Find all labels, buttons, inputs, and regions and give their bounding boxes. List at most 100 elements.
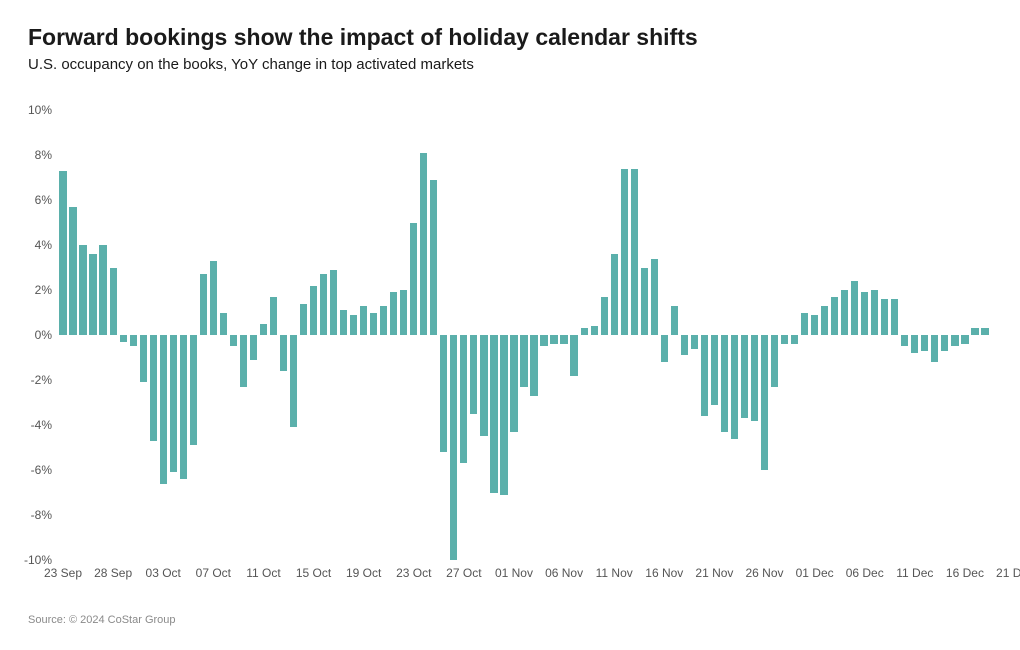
bar (130, 335, 137, 346)
bar (721, 335, 728, 432)
bar (110, 268, 117, 336)
bar (500, 335, 507, 495)
bar (570, 335, 577, 376)
bar (89, 254, 96, 335)
y-axis-tick: 0% (35, 328, 58, 342)
bar (871, 290, 878, 335)
bar (410, 223, 417, 336)
bar (69, 207, 76, 335)
bar (350, 315, 357, 335)
bar (430, 180, 437, 335)
bar (791, 335, 798, 344)
bar (811, 315, 818, 335)
x-axis-tick: 16 Dec (946, 560, 984, 580)
bar (971, 328, 978, 335)
x-axis-tick: 23 Oct (396, 560, 431, 580)
x-axis-tick: 21 Dec (996, 560, 1020, 580)
bar (480, 335, 487, 436)
bar (370, 313, 377, 336)
x-axis-tick: 15 Oct (296, 560, 331, 580)
bar (540, 335, 547, 346)
bar (510, 335, 517, 432)
bar (731, 335, 738, 439)
bar (290, 335, 297, 427)
bar (240, 335, 247, 387)
bar (581, 328, 588, 335)
bar (520, 335, 527, 387)
x-axis-tick: 06 Nov (545, 560, 583, 580)
bar (621, 169, 628, 336)
plot-area: -10%-8%-6%-4%-2%0%2%4%6%8%10%23 Sep28 Se… (58, 110, 990, 560)
bar (631, 169, 638, 336)
bar (841, 290, 848, 335)
bar (320, 274, 327, 335)
x-axis-tick: 11 Oct (246, 560, 280, 580)
bar (861, 292, 868, 335)
source-text: Source: © 2024 CoStar Group (28, 614, 176, 626)
chart-page: Forward bookings show the impact of holi… (0, 0, 1020, 650)
x-axis-tick: 19 Oct (346, 560, 381, 580)
bar-chart: -10%-8%-6%-4%-2%0%2%4%6%8%10%23 Sep28 Se… (58, 110, 990, 560)
bar (340, 310, 347, 335)
bar (711, 335, 718, 405)
bar (180, 335, 187, 479)
bar (691, 335, 698, 349)
y-axis-tick: 4% (35, 238, 58, 252)
bar (981, 328, 988, 335)
bar (611, 254, 618, 335)
bar (851, 281, 858, 335)
bar (951, 335, 958, 346)
bar (440, 335, 447, 452)
x-axis-tick: 11 Nov (596, 560, 633, 580)
y-axis-tick: -2% (31, 373, 58, 387)
bar (280, 335, 287, 371)
bar (380, 306, 387, 335)
bar (260, 324, 267, 335)
y-axis-tick: -8% (31, 508, 58, 522)
bar (801, 313, 808, 336)
bar (190, 335, 197, 445)
bar (270, 297, 277, 335)
bar (961, 335, 968, 344)
bar (891, 299, 898, 335)
y-axis-tick: 6% (35, 193, 58, 207)
bar (390, 292, 397, 335)
bar (831, 297, 838, 335)
x-axis-tick: 27 Oct (446, 560, 481, 580)
bar (120, 335, 127, 342)
y-axis-tick: -6% (31, 463, 58, 477)
bar (781, 335, 788, 344)
bar (771, 335, 778, 387)
bar (701, 335, 708, 416)
bar (220, 313, 227, 336)
bar (170, 335, 177, 472)
bar (681, 335, 688, 355)
bar (641, 268, 648, 336)
bar (99, 245, 106, 335)
x-axis-tick: 16 Nov (645, 560, 683, 580)
bar (210, 261, 217, 335)
x-axis-tick: 28 Sep (94, 560, 132, 580)
y-axis-tick: 8% (35, 148, 58, 162)
bar (310, 286, 317, 336)
bar (160, 335, 167, 484)
x-axis-tick: 11 Dec (896, 560, 933, 580)
bar (751, 335, 758, 421)
bar (450, 335, 457, 560)
bar (931, 335, 938, 362)
bar (140, 335, 147, 382)
bar (741, 335, 748, 418)
x-axis-tick: 01 Nov (495, 560, 533, 580)
bar (821, 306, 828, 335)
chart-subtitle: U.S. occupancy on the books, YoY change … (28, 56, 474, 73)
bar (330, 270, 337, 335)
x-axis-tick: 06 Dec (846, 560, 884, 580)
bar (200, 274, 207, 335)
bar (79, 245, 86, 335)
bar (150, 335, 157, 441)
bar (360, 306, 367, 335)
bar (470, 335, 477, 414)
bar (490, 335, 497, 493)
bar (671, 306, 678, 335)
bar (420, 153, 427, 335)
